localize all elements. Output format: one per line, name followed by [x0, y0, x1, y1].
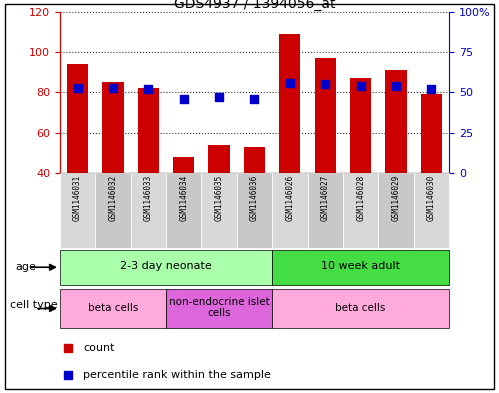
Text: GSM1146027: GSM1146027 — [321, 175, 330, 221]
Bar — [67, 64, 88, 173]
Bar — [60, 173, 95, 248]
Bar — [272, 289, 449, 328]
Text: cell type: cell type — [10, 299, 57, 310]
Bar — [95, 173, 131, 248]
Text: GSM1146035: GSM1146035 — [215, 175, 224, 221]
Bar — [60, 250, 272, 285]
Bar — [378, 173, 414, 248]
Bar — [421, 94, 442, 173]
Title: GDS4937 / 1394056_at: GDS4937 / 1394056_at — [174, 0, 335, 11]
Text: GSM1146036: GSM1146036 — [250, 175, 259, 221]
Bar — [414, 173, 449, 248]
Point — [392, 83, 400, 89]
Text: non-endocrine islet
cells: non-endocrine islet cells — [169, 297, 269, 318]
Bar — [202, 173, 237, 248]
Text: percentile rank within the sample: percentile rank within the sample — [83, 370, 271, 380]
Text: GSM1146026: GSM1146026 — [285, 175, 294, 221]
Point — [64, 345, 72, 351]
Text: 2-3 day neonate: 2-3 day neonate — [120, 261, 212, 272]
Point — [321, 81, 329, 87]
Bar — [166, 289, 272, 328]
Text: count: count — [83, 343, 115, 353]
Point — [357, 83, 365, 89]
Point — [109, 84, 117, 91]
Bar — [279, 34, 300, 173]
Point — [215, 94, 223, 100]
Bar — [272, 173, 307, 248]
Bar — [138, 88, 159, 173]
Bar — [343, 173, 378, 248]
Text: GSM1146030: GSM1146030 — [427, 175, 436, 221]
Text: beta cells: beta cells — [335, 303, 386, 313]
Text: GSM1146032: GSM1146032 — [108, 175, 117, 221]
Bar — [385, 70, 407, 173]
Point — [180, 95, 188, 102]
Bar — [237, 173, 272, 248]
Text: age: age — [15, 262, 36, 272]
Text: GSM1146028: GSM1146028 — [356, 175, 365, 221]
Bar — [272, 250, 449, 285]
Bar — [307, 173, 343, 248]
Point — [73, 84, 81, 91]
Bar — [166, 173, 202, 248]
Bar — [131, 173, 166, 248]
Text: beta cells: beta cells — [88, 303, 138, 313]
Point — [286, 79, 294, 86]
Bar — [102, 82, 124, 173]
Bar — [244, 147, 265, 173]
Bar — [60, 289, 166, 328]
Bar — [209, 145, 230, 173]
Point — [64, 372, 72, 378]
Point — [250, 95, 258, 102]
Bar — [315, 58, 336, 173]
Text: GSM1146033: GSM1146033 — [144, 175, 153, 221]
Point — [428, 86, 436, 92]
Text: GSM1146034: GSM1146034 — [179, 175, 188, 221]
Bar — [350, 78, 371, 173]
Text: 10 week adult: 10 week adult — [321, 261, 400, 272]
Text: GSM1146031: GSM1146031 — [73, 175, 82, 221]
Point — [144, 86, 152, 92]
Text: GSM1146029: GSM1146029 — [392, 175, 401, 221]
Bar — [173, 157, 194, 173]
